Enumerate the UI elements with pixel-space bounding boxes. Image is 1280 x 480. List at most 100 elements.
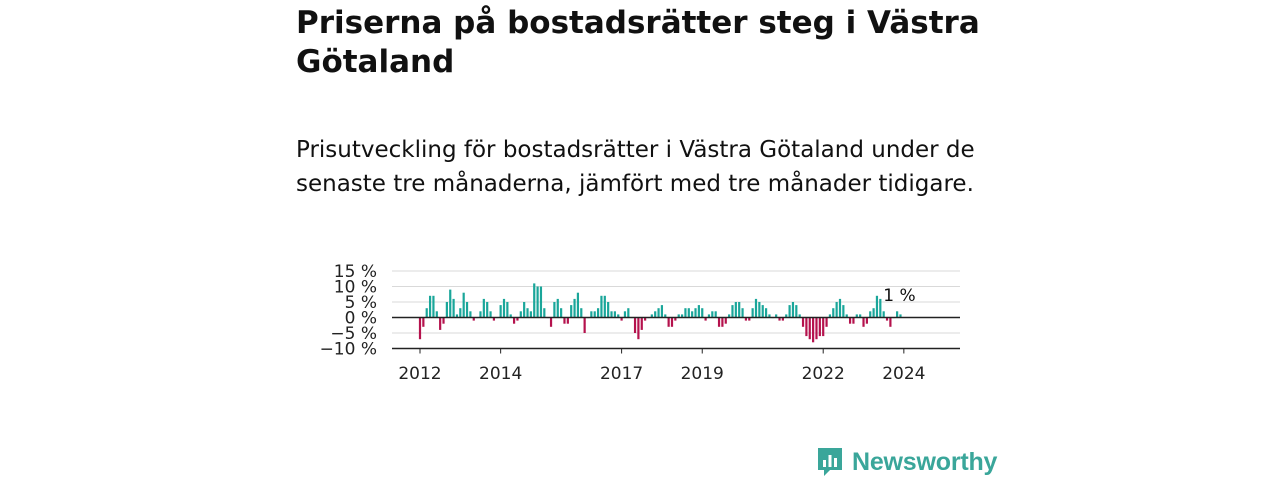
bar	[580, 308, 583, 318]
bar	[842, 305, 845, 318]
bar	[432, 295, 435, 318]
bar	[694, 308, 697, 318]
bar	[859, 314, 862, 318]
axes	[392, 316, 960, 354]
bar	[670, 317, 674, 327]
bar	[425, 308, 428, 318]
bar	[677, 314, 680, 318]
bar	[435, 311, 438, 318]
bar	[775, 314, 778, 318]
bar	[812, 317, 815, 343]
bar	[593, 311, 596, 318]
bar	[882, 311, 885, 318]
bar	[610, 311, 613, 318]
bar	[805, 317, 808, 337]
bar	[875, 295, 879, 318]
bar	[650, 314, 653, 318]
bar	[852, 317, 855, 324]
bar	[674, 317, 677, 321]
bar	[801, 317, 805, 327]
bar	[529, 311, 532, 318]
bar	[428, 295, 432, 318]
bar	[754, 298, 758, 318]
bar	[741, 308, 744, 318]
bar	[751, 308, 754, 318]
bar	[848, 317, 852, 324]
bar	[795, 305, 798, 318]
bar	[509, 314, 512, 318]
bar	[711, 311, 714, 318]
y-tick-label: 10 %	[334, 278, 377, 298]
bar	[563, 317, 566, 324]
bar	[744, 317, 748, 321]
bar	[815, 317, 818, 340]
bar	[644, 317, 647, 321]
bar	[418, 317, 422, 340]
bar	[489, 311, 492, 318]
bar	[734, 302, 737, 318]
bar	[516, 317, 519, 321]
bar	[731, 305, 734, 318]
last-value-label: 1 %	[883, 286, 915, 306]
newsworthy-wordmark: Newsworthy	[852, 447, 998, 476]
y-tick-label: 0 %	[345, 309, 377, 329]
bar	[714, 311, 717, 318]
bar	[499, 305, 502, 318]
bar	[449, 289, 452, 318]
bar	[657, 308, 660, 318]
bar	[748, 317, 751, 321]
y-tick-label: −10 %	[320, 340, 377, 360]
bar	[684, 308, 687, 318]
bar	[724, 317, 727, 324]
bar	[704, 317, 707, 321]
bar	[768, 314, 771, 318]
bar	[785, 314, 788, 318]
bar	[442, 317, 445, 324]
bar	[627, 308, 630, 318]
bar	[872, 308, 875, 318]
x-tick-label: 2012	[398, 364, 441, 384]
newsworthy-brand[interactable]: Newsworthy	[816, 446, 997, 478]
bar	[664, 314, 667, 318]
bar	[738, 302, 741, 318]
bar	[536, 286, 539, 318]
bar	[637, 317, 640, 340]
bar	[798, 314, 801, 318]
bar	[590, 311, 593, 318]
bar	[492, 317, 496, 321]
bar	[855, 314, 858, 318]
bar-series	[418, 283, 902, 343]
bar	[654, 311, 657, 318]
page-title: Priserna på bostadsrätter steg i Västra …	[296, 5, 980, 80]
bar	[687, 308, 690, 318]
bar	[691, 311, 694, 318]
bar	[553, 302, 556, 318]
bar	[523, 302, 526, 318]
bar	[869, 311, 872, 318]
bar	[462, 292, 465, 318]
grid-lines	[392, 270, 960, 334]
bar	[822, 317, 825, 337]
bar	[573, 298, 576, 318]
bar	[455, 314, 459, 318]
bar	[701, 308, 704, 318]
bar	[717, 317, 721, 327]
bar	[697, 305, 700, 318]
bar	[865, 317, 868, 324]
bar	[445, 302, 448, 318]
bar	[617, 314, 620, 318]
bar	[781, 317, 784, 321]
bar	[459, 308, 462, 318]
bar	[835, 302, 838, 318]
bar	[596, 308, 600, 318]
bar	[791, 302, 795, 318]
bar	[828, 314, 832, 318]
bar	[660, 305, 664, 318]
bar	[519, 311, 522, 318]
bar	[620, 317, 623, 321]
bar	[539, 286, 543, 318]
bar	[778, 317, 781, 321]
bar	[825, 317, 828, 327]
bar	[889, 317, 892, 327]
bar	[728, 314, 731, 318]
